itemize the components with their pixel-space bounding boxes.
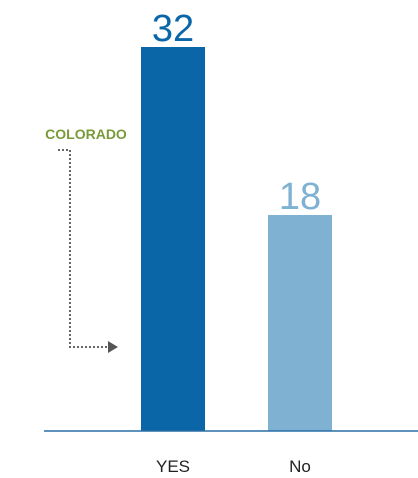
category-label-yes: YES [156, 457, 190, 476]
value-label-yes: 32 [152, 8, 194, 50]
category-label-no: No [289, 457, 311, 476]
annotation-connector [58, 149, 110, 348]
bar-no [268, 215, 332, 431]
annotation-arrowhead [108, 341, 118, 353]
value-label-no: 18 [279, 176, 321, 218]
annotation-label: COLORADO [45, 126, 127, 142]
bar-yes [141, 47, 205, 431]
